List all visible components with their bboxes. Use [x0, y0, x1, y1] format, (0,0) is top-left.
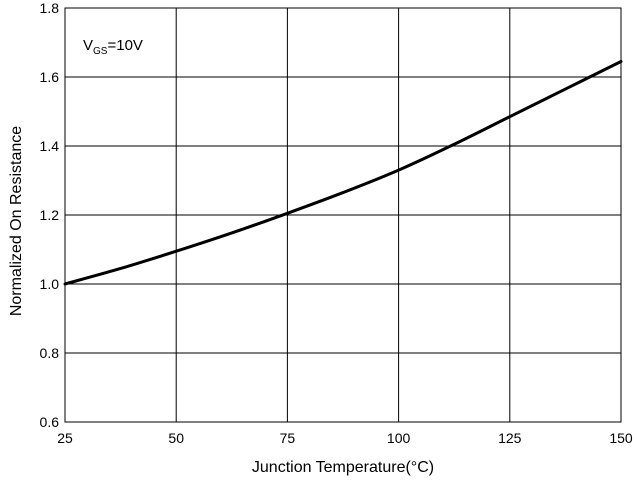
x-tick-label-1: 50 [168, 430, 184, 446]
annotation-main: V [83, 37, 93, 54]
series-layer [63, 59, 623, 286]
y-tick-label-2: 1.0 [40, 276, 60, 292]
y-tick-label-4: 1.4 [40, 138, 60, 154]
series-line-0 [63, 59, 623, 286]
y-tick-label-1: 0.8 [40, 345, 60, 361]
y-tick-label-6: 1.8 [40, 0, 60, 16]
y-tick-labels: 0.6 0.8 1.0 1.2 1.4 1.6 1.8 [40, 0, 60, 430]
y-tick-label-5: 1.6 [40, 69, 60, 85]
y-tick-label-0: 0.6 [40, 414, 60, 430]
annotation-subscript: GS [93, 46, 108, 57]
y-tick-label-3: 1.2 [40, 207, 60, 223]
annotation-rest: =10V [107, 37, 142, 54]
x-tick-label-3: 100 [387, 430, 411, 446]
x-tick-labels: 25 50 75 100 125 150 [57, 430, 633, 446]
grid-lines [64, 7, 622, 423]
x-tick-label-0: 25 [57, 430, 73, 446]
vgs-annotation: VGS=10V [83, 37, 143, 57]
y-axis-title: Normalized On Resistance [8, 126, 25, 316]
x-axis-title: Junction Temperature(°C) [252, 459, 434, 476]
plot-frame [64, 7, 622, 423]
x-tick-label-5: 150 [609, 430, 633, 446]
x-tick-label-2: 75 [280, 430, 296, 446]
x-tick-label-4: 125 [498, 430, 522, 446]
